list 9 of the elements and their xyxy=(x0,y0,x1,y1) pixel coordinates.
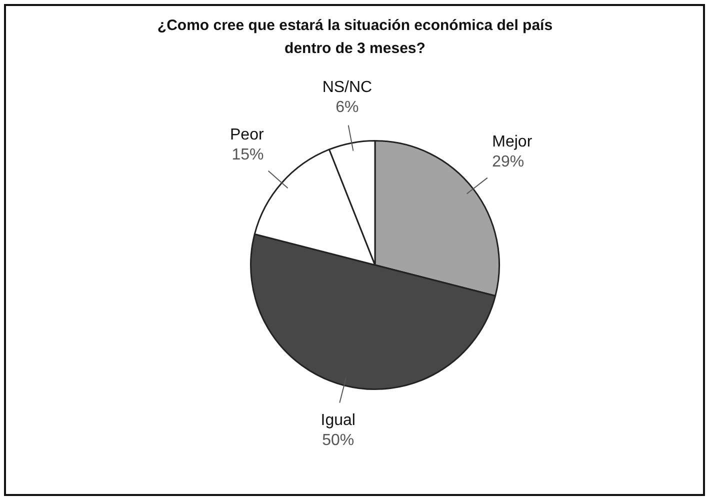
data-label: 15% xyxy=(232,146,264,164)
slice-label: Igual xyxy=(320,412,356,429)
data-label: 50% xyxy=(322,432,354,449)
chart-title: ¿Como cree que estará la situación económica del país dentro de 3 meses? xyxy=(156,16,554,59)
data-label: 29% xyxy=(492,154,524,171)
data-label: 6% xyxy=(336,98,359,116)
slice-label: Mejor xyxy=(492,134,533,151)
slice-label: NS/NC xyxy=(322,78,372,96)
slice-label: Peor xyxy=(230,126,264,144)
